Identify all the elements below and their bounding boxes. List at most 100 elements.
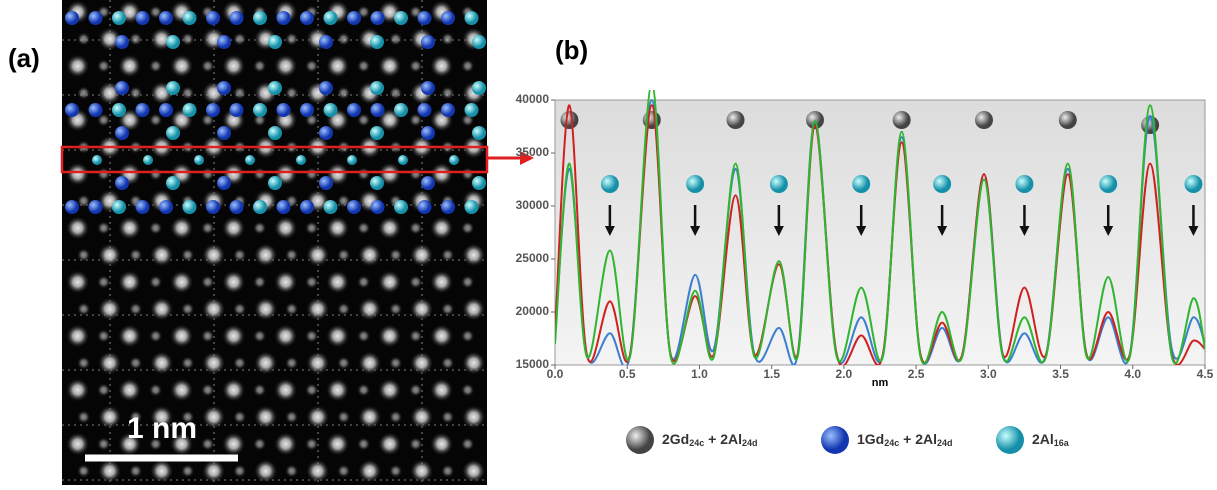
atom-overlay: [300, 103, 314, 117]
stem-blob: [284, 410, 299, 424]
stem-blob: [304, 167, 319, 181]
stem-blob: [388, 32, 403, 46]
atom-overlay: [253, 11, 267, 25]
stem-blob: [356, 167, 371, 181]
stem-image: [62, 0, 487, 485]
stem-blob: [97, 351, 122, 375]
atom-overlay: [421, 176, 435, 190]
down-arrowhead: [690, 226, 701, 236]
stem-blob: [200, 221, 215, 235]
atom-overlay: [398, 155, 408, 165]
stem-blob: [356, 383, 371, 397]
atom-overlay: [300, 200, 314, 214]
atom-overlay: [319, 126, 333, 140]
stem-blob: [180, 32, 195, 46]
stem-blob: [336, 32, 351, 46]
stem-blob: [252, 329, 267, 343]
legend-label-part: + 2Al: [899, 431, 937, 447]
atom-overlay: [276, 200, 291, 214]
stem-blob: [65, 378, 90, 402]
stem-blob: [200, 329, 215, 343]
stem-blob: [96, 437, 111, 451]
gd-marker: [1058, 111, 1077, 129]
atom-overlay: [296, 155, 306, 165]
stem-blob: [356, 437, 371, 451]
x-tick-label: 4.0: [1124, 367, 1141, 381]
stem-blob: [65, 270, 90, 294]
atom-overlay: [323, 11, 338, 25]
atom-overlay: [323, 200, 338, 214]
stem-blob: [252, 383, 267, 397]
stem-blob: [336, 86, 351, 100]
atom-overlay: [268, 176, 282, 190]
stem-blob: [76, 302, 91, 316]
stem-blob: [148, 437, 163, 451]
atom-overlay: [347, 155, 357, 165]
x-tick-label: 4.5: [1197, 367, 1214, 381]
atom-overlay: [245, 155, 255, 165]
stem-blob: [377, 216, 402, 240]
atom-overlay: [65, 200, 79, 214]
atom-overlay: [229, 200, 244, 214]
atom-overlay: [88, 103, 103, 117]
stem-blob: [253, 459, 278, 483]
atom-overlay: [370, 200, 385, 214]
al-marker: [1184, 175, 1203, 193]
stem-blob: [180, 464, 195, 478]
atom-overlay: [464, 103, 479, 117]
atom-overlay: [441, 11, 455, 25]
stem-blob: [169, 324, 194, 348]
stem-blob: [460, 167, 475, 181]
panel-label: (a): [8, 43, 40, 73]
atom-overlay: [394, 200, 408, 214]
atom-overlay: [92, 155, 102, 165]
stem-blob: [357, 351, 382, 375]
al-marker: [1099, 175, 1118, 193]
y-tick-label: 40000: [516, 92, 550, 106]
atom-overlay: [370, 11, 385, 25]
stem-blob: [128, 248, 143, 262]
atom-overlay: [253, 200, 267, 214]
al-marker: [1015, 175, 1034, 193]
atom-overlay: [115, 176, 129, 190]
stem-blob: [201, 405, 226, 429]
stem-blob: [408, 275, 423, 289]
stem-blob: [460, 275, 475, 289]
legend-label: 1Gd24c + 2Al24d: [857, 431, 953, 449]
stem-blob: [97, 405, 122, 429]
atom-overlay: [417, 103, 432, 117]
stem-blob: [149, 405, 174, 429]
stem-blob: [377, 432, 402, 456]
stem-blob: [388, 302, 403, 316]
atom-overlay: [370, 176, 384, 190]
atom-overlay: [135, 200, 150, 214]
stem-blob: [96, 383, 111, 397]
atom-overlay: [166, 126, 180, 140]
legend-label-part: 24d: [742, 438, 758, 448]
legend-label: 2Gd24c + 2Al24d: [662, 431, 758, 449]
stem-blob: [284, 248, 299, 262]
atom-overlay: [268, 81, 282, 95]
stem-blob: [284, 86, 299, 100]
stem-blob: [149, 243, 174, 267]
legend-ball: [626, 426, 654, 454]
stem-blob: [65, 54, 90, 78]
stem-blob: [148, 221, 163, 235]
down-arrowhead: [1188, 226, 1199, 236]
stem-blob: [128, 356, 143, 370]
y-tick-label: 15000: [516, 357, 550, 371]
stem-blob: [460, 383, 475, 397]
down-arrowhead: [604, 226, 615, 236]
y-tick-label: 20000: [516, 304, 550, 318]
stem-blob: [232, 302, 247, 316]
atom-overlay: [464, 11, 479, 25]
profile-arrowhead: [520, 151, 534, 165]
stem-blob: [409, 459, 434, 483]
stem-blob: [253, 405, 278, 429]
stem-blob: [377, 324, 402, 348]
legend-label-part: 1Gd: [857, 431, 884, 447]
stem-blob: [305, 243, 330, 267]
stem-blob: [96, 329, 111, 343]
stem-blob: [461, 405, 486, 429]
profile-line: [555, 90, 1205, 365]
